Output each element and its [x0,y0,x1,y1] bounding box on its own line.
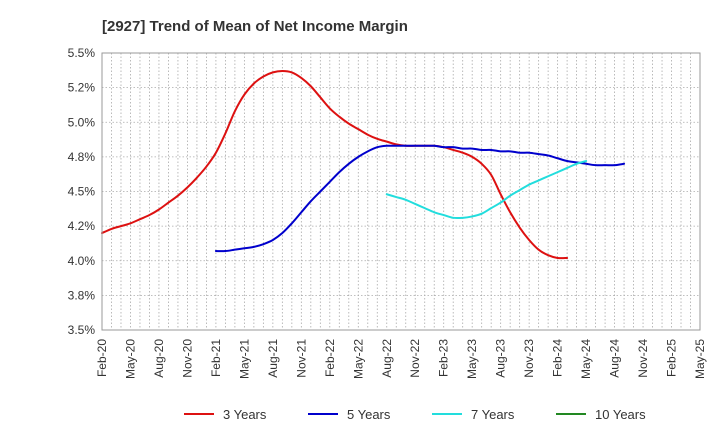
y-tick-label: 4.0% [68,254,96,268]
x-tick-label: May-21 [237,339,251,379]
x-tick-label: Feb-25 [665,339,679,377]
x-tick-label: Feb-20 [95,339,109,377]
y-tick-label: 5.0% [68,115,96,129]
grid [101,52,701,331]
x-tick-label: May-22 [351,339,365,379]
y-tick-label: 4.5% [68,185,96,199]
series-line-3-years [101,70,569,260]
x-tick-label: Nov-22 [408,339,422,378]
x-tick-label: May-20 [123,339,137,379]
x-tick-label: Nov-24 [636,339,650,378]
x-tick-label: May-25 [693,339,707,379]
legend: 3 Years 5 Years 7 Years 10 Years [184,407,646,422]
x-tick-label: Feb-23 [437,339,451,377]
y-tick-label: 3.5% [68,323,96,337]
x-tick-label: May-24 [579,339,593,379]
x-tick-label: Nov-20 [180,339,194,378]
plot-frame [101,52,701,331]
legend-label: 7 Years [471,407,515,422]
series-lines [101,70,626,260]
x-tick-label: Feb-21 [209,339,223,377]
y-tick-label: 5.2% [68,81,96,95]
x-tick-label: Feb-24 [551,339,565,377]
x-tick-label: May-23 [465,339,479,379]
series-line-7-years [385,160,588,220]
x-tick-label: Aug-23 [494,339,508,378]
x-tick-label: Aug-20 [152,339,166,378]
y-tick-label: 5.5% [68,46,96,60]
x-tick-label: Nov-21 [294,339,308,378]
x-tick-label: Aug-21 [266,339,280,378]
y-tick-label: 4.2% [68,219,96,233]
legend-label: 3 Years [223,407,267,422]
x-tick-label: Nov-23 [522,339,536,378]
y-tick-label: 3.8% [68,288,96,302]
y-tick-label: 4.8% [68,150,96,164]
x-tick-label: Aug-24 [608,339,622,378]
x-axis-ticks: Feb-20 May-20 Aug-20 Nov-20 Feb-21 May-21 Aug-… [95,339,707,379]
x-tick-label: Aug-22 [380,339,394,378]
chart-title: [2927] Trend of Mean of Net Income Margi… [102,18,408,35]
legend-label: 5 Years [347,407,391,422]
series-line-5-years [214,144,626,253]
y-axis-ticks: 3.5% 3.8% 4.0% 4.2% 4.5% 4.8% 5.0% 5.2% 5.5% [68,46,96,337]
legend-label: 10 Years [595,407,646,422]
x-tick-label: Feb-22 [323,339,337,377]
